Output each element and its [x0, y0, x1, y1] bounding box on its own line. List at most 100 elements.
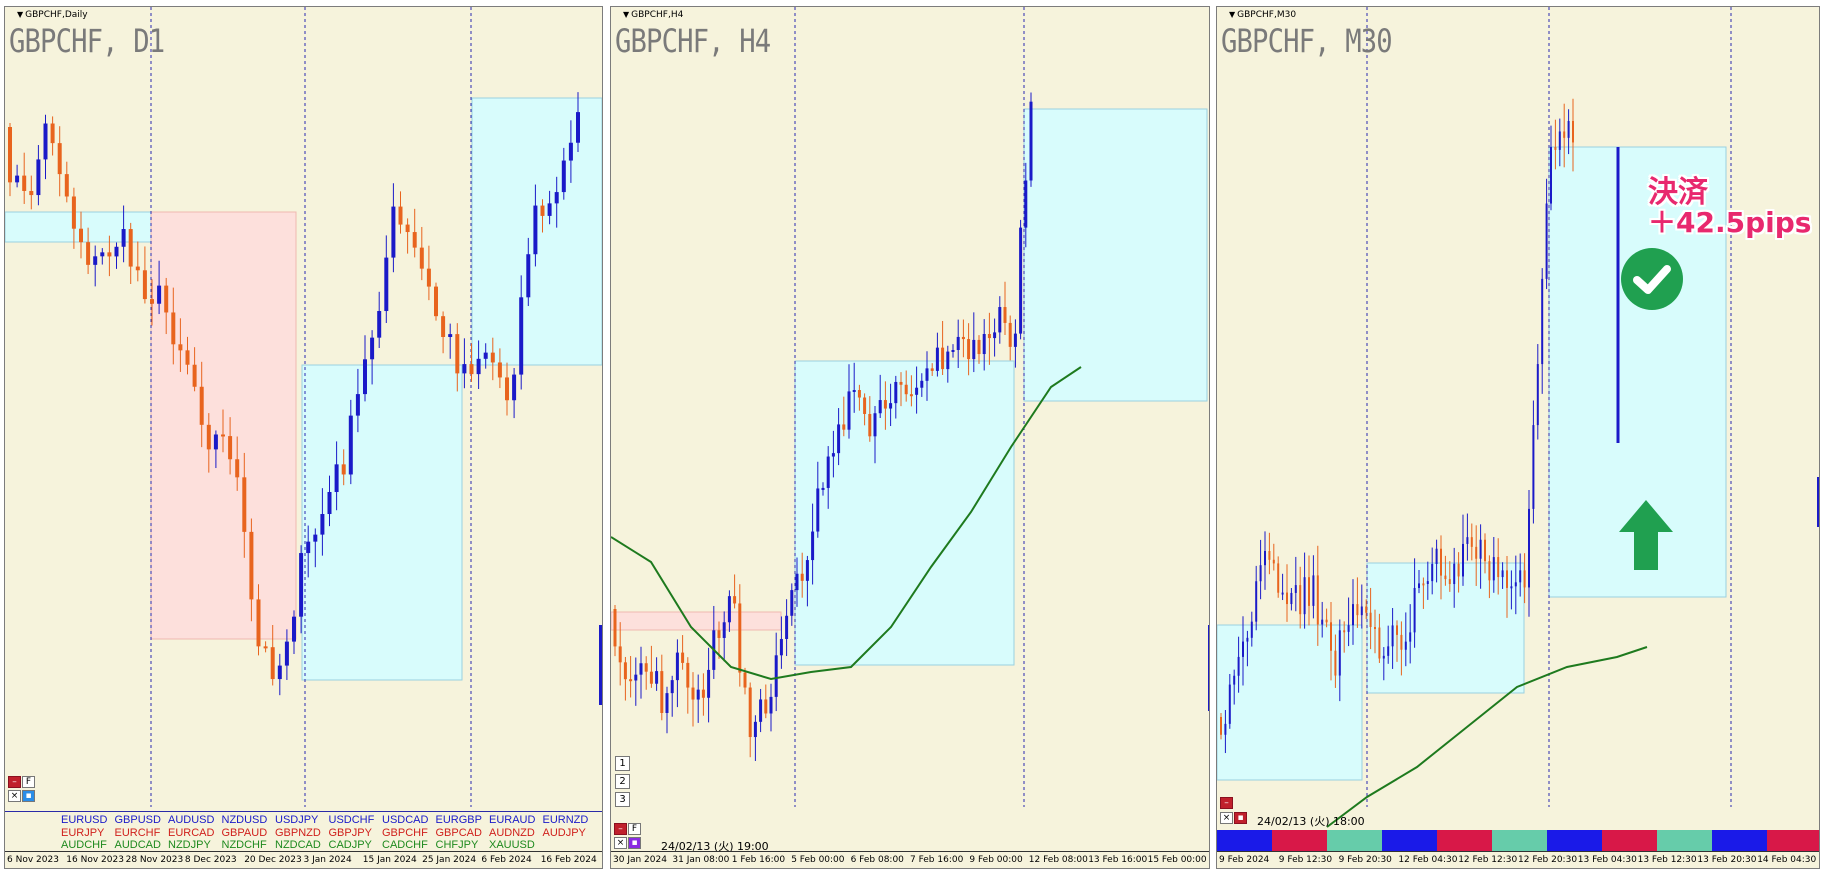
- candle-body: [727, 596, 731, 623]
- candle-body: [925, 368, 929, 381]
- range-box: [1217, 624, 1363, 781]
- time-axis-label: 25 Jan 2024: [422, 855, 477, 865]
- number-button-3[interactable]: 3: [615, 792, 630, 807]
- currency-pair-link[interactable]: CHFJPY: [435, 839, 479, 851]
- close-icon[interactable]: ×: [1220, 812, 1233, 824]
- candle-body: [1558, 131, 1561, 150]
- currency-pair-link[interactable]: GBPNZD: [275, 826, 321, 839]
- candle-body: [391, 206, 396, 258]
- currency-pair-link[interactable]: GBPAUD: [221, 826, 268, 839]
- currency-pair-link[interactable]: AUDCAD: [114, 839, 161, 851]
- candle-body: [79, 228, 83, 243]
- candle-body: [852, 390, 856, 393]
- close-button[interactable]: –: [1220, 797, 1233, 809]
- candle-body: [441, 316, 446, 337]
- candle-body: [462, 364, 467, 374]
- close-button[interactable]: –: [8, 776, 21, 788]
- currency-pair-link[interactable]: USDCAD: [382, 814, 429, 826]
- time-axis-label: 28 Nov 2023: [125, 855, 184, 865]
- time-axis-label: 1 Feb 16:00: [731, 855, 786, 865]
- currency-pair-link[interactable]: EURCHF: [114, 826, 161, 839]
- currency-pair-link[interactable]: EURJPY: [61, 826, 105, 839]
- candle-body: [1303, 577, 1306, 615]
- candle-body: [623, 662, 627, 680]
- candle-body: [1281, 592, 1284, 595]
- currency-pair-link[interactable]: CADJPY: [328, 839, 372, 851]
- d1-chart-area[interactable]: [5, 7, 603, 869]
- h4-chart-area[interactable]: [611, 7, 1210, 869]
- currency-pair-link[interactable]: AUDCHF: [61, 839, 107, 851]
- candle-body: [1233, 675, 1236, 685]
- currency-pair-link[interactable]: EURCAD: [168, 826, 215, 839]
- currency-pair-link[interactable]: EURNZD: [542, 814, 589, 826]
- candle-body: [377, 311, 382, 338]
- candle-body: [1316, 575, 1319, 625]
- candle-body: [448, 334, 453, 337]
- candle-body: [1541, 278, 1544, 365]
- currency-pair-link[interactable]: NZDCHF: [221, 839, 267, 851]
- candle-body: [634, 674, 638, 681]
- candle-body: [795, 573, 799, 591]
- session-block: [1602, 830, 1657, 852]
- session-color-strip: [1217, 830, 1819, 852]
- panel-toggle-button[interactable]: ▪: [1234, 812, 1247, 824]
- currency-pair-link[interactable]: NZDCAD: [275, 839, 321, 851]
- currency-pair-link[interactable]: CADCHF: [382, 839, 428, 851]
- candle-body: [748, 687, 752, 738]
- close-icon[interactable]: ×: [8, 790, 21, 802]
- currency-pair-link[interactable]: EURAUD: [489, 814, 536, 826]
- candle-body: [256, 599, 261, 647]
- currency-pair-link[interactable]: GBPUSD: [114, 814, 161, 826]
- candle-body: [277, 665, 282, 680]
- panel-toggle-button[interactable]: ▪: [628, 837, 641, 849]
- candle-body: [956, 336, 960, 351]
- close-button[interactable]: –: [614, 823, 627, 835]
- candle-body: [1237, 656, 1240, 676]
- currency-pair-link[interactable]: XAUUSD: [489, 839, 535, 851]
- moving-average-line: [611, 366, 1082, 681]
- number-button-1[interactable]: 1: [615, 756, 630, 771]
- candle-body: [1532, 425, 1535, 509]
- currency-pair-link[interactable]: EURUSD: [61, 814, 108, 826]
- chart-panel-d1[interactable]: ▼ GBPCHF,Daily GBPCHF, D1 – F × ▪ EURUSD G…: [4, 6, 603, 869]
- candle-body: [1286, 592, 1288, 605]
- candle-body: [157, 285, 162, 304]
- number-button-2[interactable]: 2: [615, 774, 630, 789]
- currency-pair-link[interactable]: GBPJPY: [328, 826, 372, 839]
- currency-pair-link[interactable]: AUDNZD: [489, 826, 535, 839]
- candle-body: [135, 266, 140, 271]
- currency-pair-link[interactable]: AUDUSD: [168, 814, 215, 826]
- currency-pair-link[interactable]: EURGBP: [435, 814, 482, 826]
- candle-body: [639, 663, 643, 675]
- time-axis-label: 13 Feb 16:00: [1088, 855, 1148, 865]
- candle-body: [1466, 537, 1469, 544]
- timestamp-label: 24/02/13 (火) 18:00: [1257, 815, 1365, 828]
- currency-pair-link[interactable]: GBPCHF: [382, 826, 428, 839]
- f-button[interactable]: F: [22, 776, 35, 788]
- currency-pair-link[interactable]: USDCHF: [328, 814, 375, 826]
- candle-body: [1409, 632, 1412, 642]
- timestamp-label: 24/02/13 (火) 19:00: [661, 840, 769, 853]
- candle-body: [618, 646, 622, 663]
- candle-body: [519, 297, 524, 375]
- candle-body: [1334, 650, 1337, 676]
- up-arrow-icon: [1619, 500, 1673, 570]
- m30-chart-area[interactable]: [1217, 7, 1820, 869]
- candle-body: [738, 603, 742, 673]
- currency-pair-link[interactable]: NZDJPY: [168, 839, 211, 851]
- currency-pair-link[interactable]: GBPCAD: [435, 826, 482, 839]
- chart-panel-h4[interactable]: ▼ GBPCHF,H4 GBPCHF, H4 1 2 3 – F × ▪ 24/0…: [610, 6, 1210, 869]
- close-icon[interactable]: ×: [614, 837, 627, 849]
- candle-body: [178, 344, 183, 351]
- candle-body: [554, 192, 559, 204]
- chart-panel-m30[interactable]: ▼ GBPCHF,M30 GBPCHF, M30 – × ▪ 24/02/13 (…: [1216, 6, 1820, 869]
- candle-body: [717, 630, 721, 638]
- candle-body: [873, 413, 877, 437]
- time-axis-label: 15 Feb 00:00: [1147, 855, 1207, 865]
- f-button[interactable]: F: [628, 823, 641, 835]
- currency-pair-link[interactable]: AUDJPY: [542, 826, 586, 839]
- currency-pair-link[interactable]: USDJPY: [275, 814, 319, 826]
- panel-toggle-button[interactable]: ▪: [22, 790, 35, 802]
- moving-average-line: [1326, 646, 1648, 828]
- currency-pair-link[interactable]: NZDUSD: [221, 814, 268, 826]
